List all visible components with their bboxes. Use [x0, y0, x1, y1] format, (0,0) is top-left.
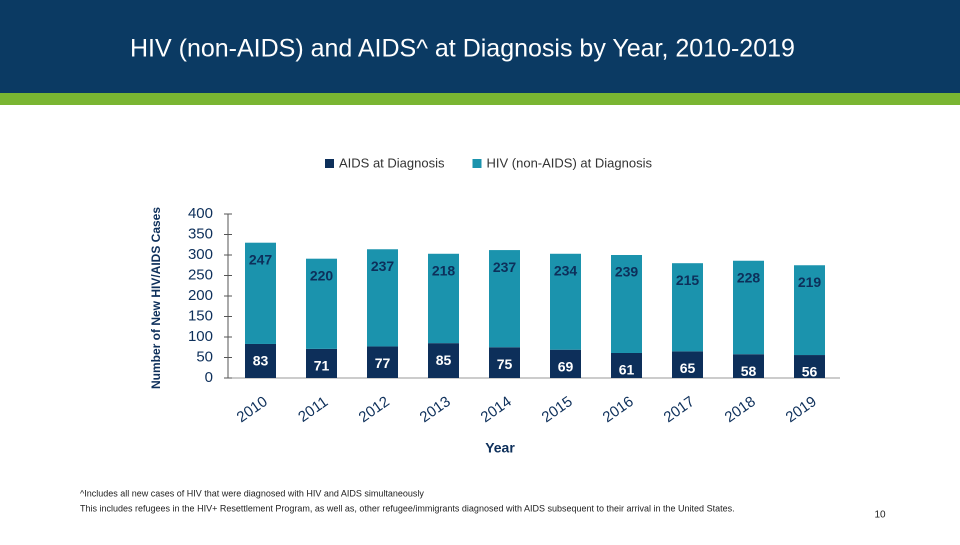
- footnote: ^Includes all new cases of HIV that were…: [80, 488, 424, 498]
- accent-stripe: [0, 93, 960, 105]
- bar-segment: [489, 250, 520, 348]
- bar-segment: [733, 354, 764, 378]
- x-tick-label: 2014: [478, 393, 515, 426]
- bar-segment: [306, 348, 337, 378]
- data-label: 239: [615, 264, 639, 280]
- y-tick-label: 50: [196, 348, 213, 365]
- data-label: 85: [436, 352, 452, 368]
- data-label: 219: [798, 274, 822, 290]
- data-label: 237: [493, 259, 517, 275]
- data-label: 228: [737, 269, 761, 285]
- data-label: 83: [253, 353, 269, 369]
- data-label: 56: [802, 364, 818, 380]
- y-tick-label: 400: [188, 205, 213, 222]
- bar-segment: [367, 346, 398, 378]
- legend-label: AIDS at Diagnosis: [339, 155, 445, 170]
- data-label: 61: [619, 362, 635, 378]
- x-tick-label: 2017: [661, 393, 698, 426]
- legend-label: HIV (non-AIDS) at Diagnosis: [487, 155, 653, 170]
- slide-title: HIV (non-AIDS) and AIDS^ at Diagnosis by…: [130, 35, 795, 63]
- data-label: 75: [497, 356, 513, 372]
- legend-swatch: [472, 159, 482, 168]
- data-label: 69: [558, 358, 574, 374]
- bar-segment: [672, 351, 703, 378]
- page-number: 10: [874, 510, 886, 521]
- x-tick-label: 2016: [600, 393, 637, 426]
- data-label: 215: [676, 272, 700, 288]
- data-label: 71: [314, 358, 330, 374]
- header-band: [0, 0, 960, 93]
- x-tick-label: 2012: [356, 393, 393, 426]
- bar-segment: [428, 253, 459, 344]
- y-tick-label: 0: [205, 369, 213, 386]
- bar-segment: [428, 343, 459, 378]
- y-axis-title: Number of New HIV/AIDS Cases: [149, 207, 163, 389]
- data-label: 65: [680, 360, 696, 376]
- data-label: 218: [432, 262, 456, 278]
- bar-segment: [550, 253, 581, 350]
- bar-segment: [245, 242, 276, 344]
- y-tick-label: 100: [188, 328, 213, 345]
- legend-swatch: [325, 159, 334, 168]
- footnote: This includes refugees in the HIV+ Reset…: [80, 503, 735, 513]
- y-tick-label: 200: [188, 287, 213, 304]
- data-label: 77: [375, 355, 391, 371]
- x-tick-label: 2019: [783, 393, 820, 426]
- bar-segment: [245, 343, 276, 378]
- x-tick-label: 2013: [417, 393, 454, 426]
- bar-segment: [306, 258, 337, 349]
- data-label: 58: [741, 363, 757, 379]
- bar-segment: [550, 349, 581, 378]
- data-label: 237: [371, 258, 395, 274]
- data-label: 247: [249, 251, 273, 267]
- x-axis-title: Year: [485, 440, 515, 456]
- data-label: 220: [310, 267, 334, 283]
- y-tick-label: 250: [188, 266, 213, 283]
- bar-segment: [794, 265, 825, 356]
- bar-segment: [489, 347, 520, 378]
- bar-segment: [733, 260, 764, 355]
- y-tick-label: 150: [188, 307, 213, 324]
- x-tick-label: 2015: [539, 393, 576, 426]
- bar-segment: [611, 352, 642, 378]
- bar-segment: [367, 249, 398, 347]
- x-tick-label: 2011: [295, 393, 331, 425]
- x-tick-label: 2018: [722, 393, 759, 426]
- bar-segment: [794, 355, 825, 378]
- data-label: 234: [554, 262, 578, 278]
- x-tick-label: 2010: [234, 393, 271, 426]
- y-tick-label: 300: [188, 246, 213, 263]
- bar-segment: [611, 255, 642, 353]
- y-tick-label: 350: [188, 225, 213, 242]
- bar-segment: [672, 263, 703, 352]
